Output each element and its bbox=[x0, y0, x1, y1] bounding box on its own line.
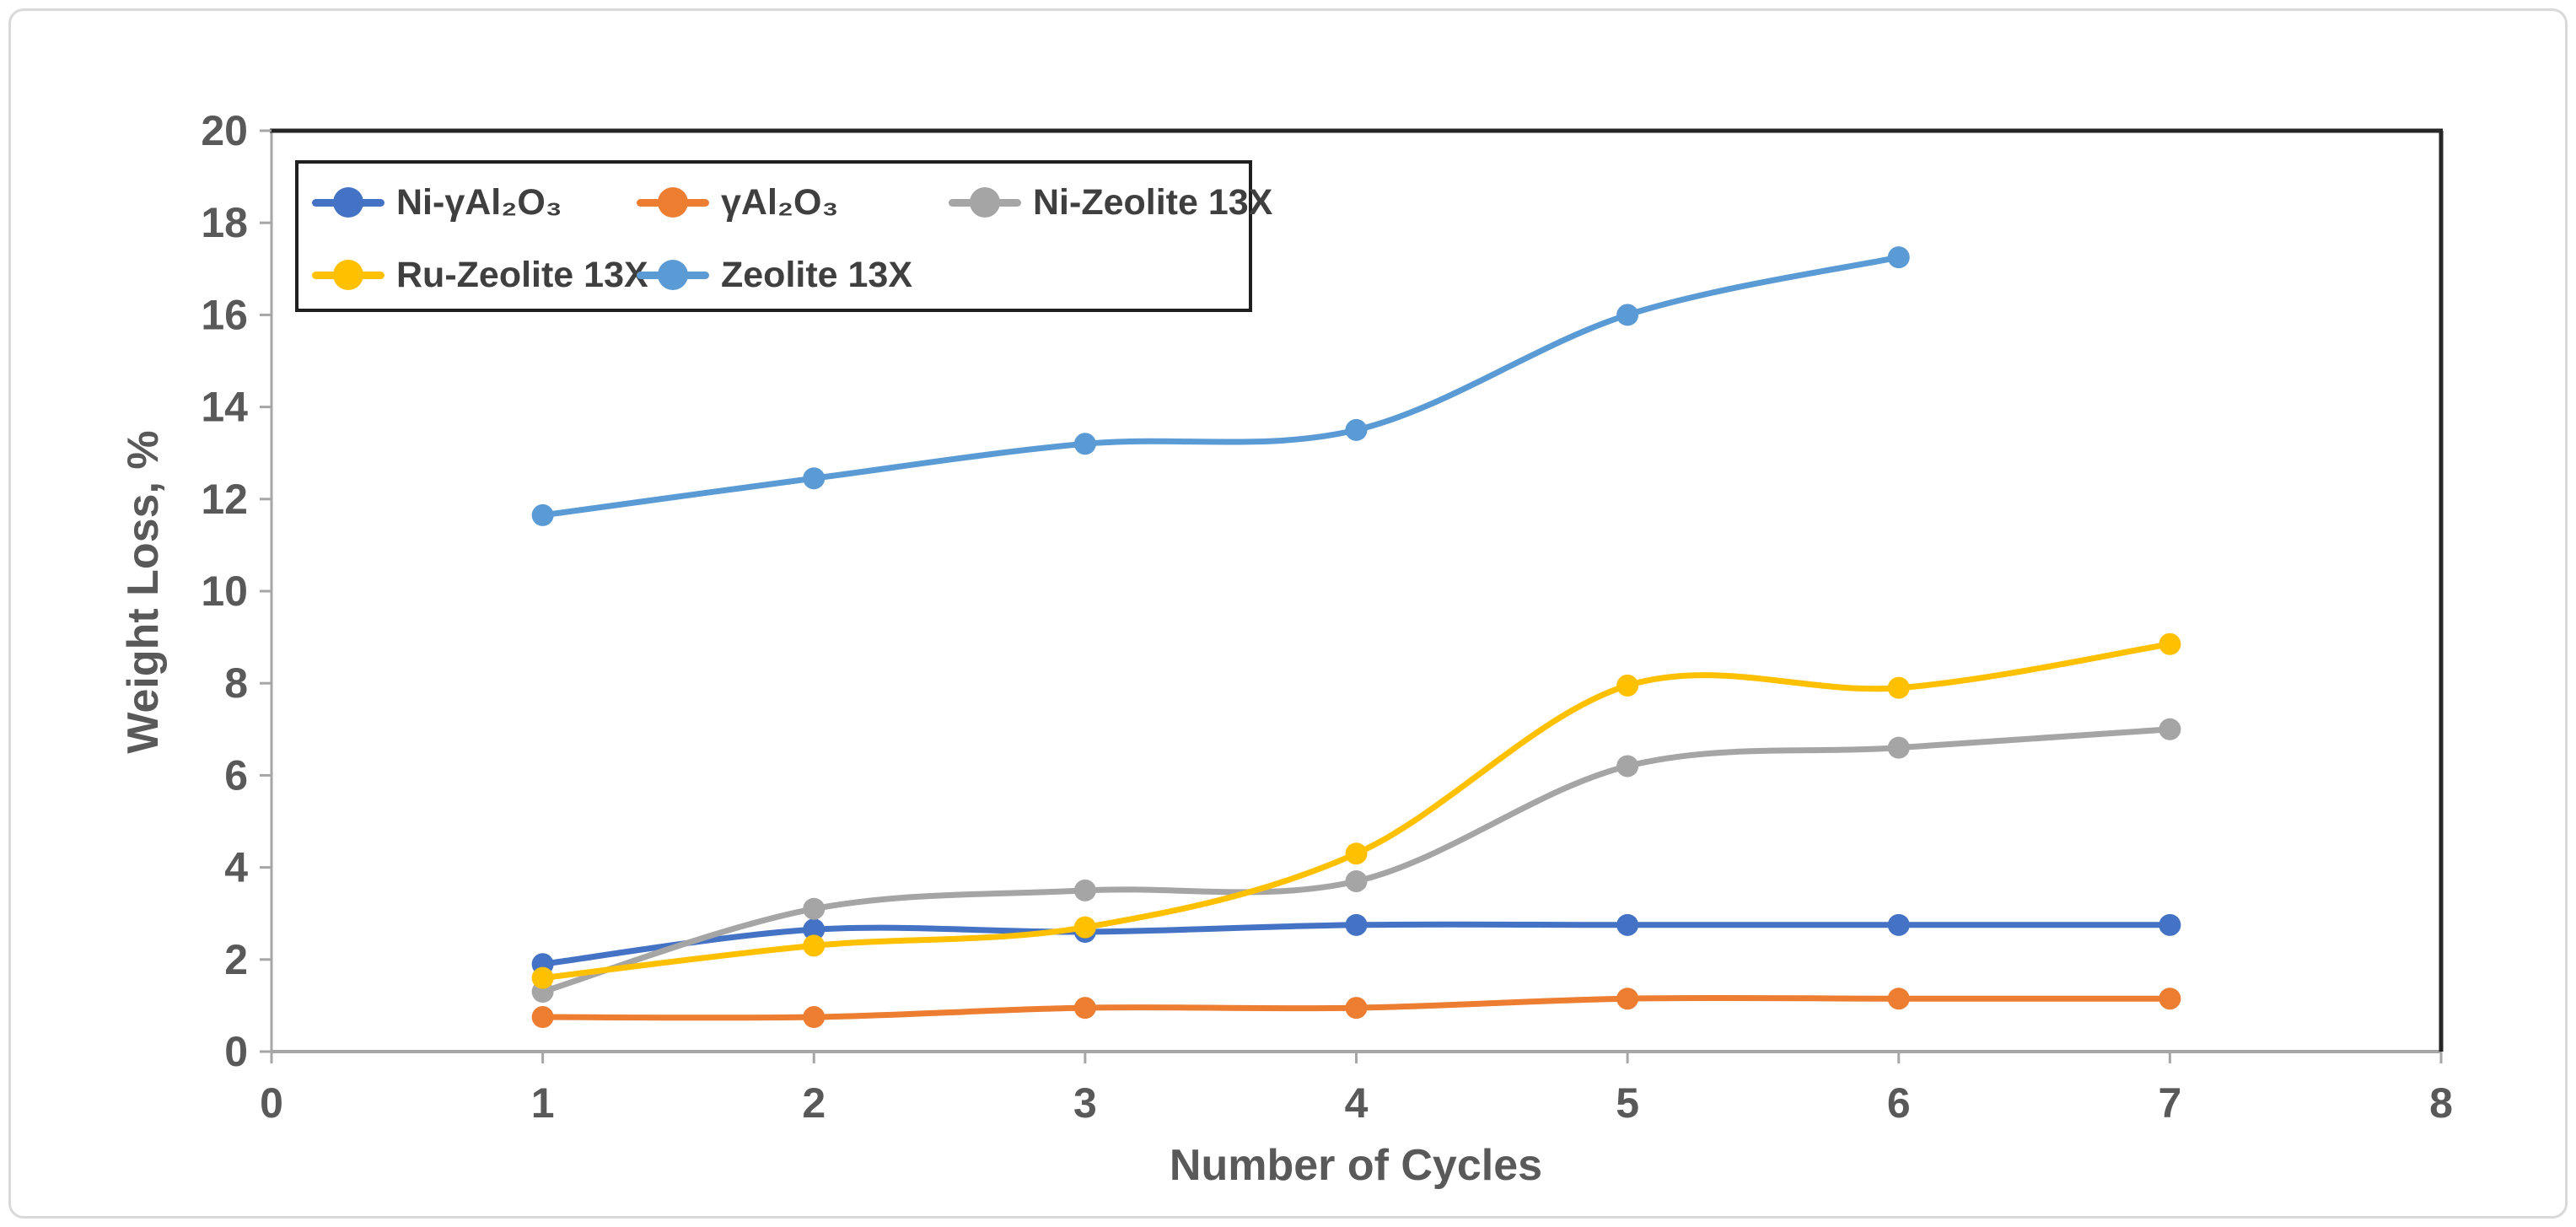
legend-item: Ru-Zeolite 13X bbox=[312, 251, 648, 299]
data-point bbox=[803, 897, 826, 920]
data-point bbox=[803, 918, 826, 941]
data-point bbox=[1887, 676, 1910, 699]
x-tick-label: 2 bbox=[802, 1079, 826, 1127]
data-point bbox=[1345, 913, 1368, 936]
legend-item: γAl₂O₃ bbox=[637, 179, 838, 226]
data-point bbox=[803, 934, 826, 957]
legend-marker-icon bbox=[637, 260, 709, 290]
data-point bbox=[1616, 674, 1639, 697]
data-point bbox=[2159, 913, 2181, 936]
legend-label: γAl₂O₃ bbox=[721, 181, 839, 223]
data-point bbox=[2159, 632, 2181, 655]
legend-label: Ni-γAl₂O₃ bbox=[396, 181, 562, 223]
data-point bbox=[1073, 879, 1096, 901]
data-point bbox=[1616, 755, 1639, 778]
y-tick-label: 12 bbox=[201, 476, 248, 523]
x-tick-label: 5 bbox=[1616, 1079, 1639, 1127]
data-point bbox=[1345, 997, 1368, 1020]
x-tick-label: 1 bbox=[531, 1079, 555, 1127]
legend-label: Ni-Zeolite 13X bbox=[1033, 181, 1273, 223]
legend-item: Ni-γAl₂O₃ bbox=[312, 179, 562, 226]
data-point bbox=[1345, 418, 1368, 441]
y-tick-label: 16 bbox=[201, 291, 248, 338]
legend: Ni-γAl₂O₃ γAl₂O₃ Ni-Zeolite 13X Ru-Zeoli… bbox=[295, 160, 1272, 312]
data-point bbox=[1887, 736, 1910, 759]
legend-marker-icon bbox=[949, 187, 1021, 218]
x-tick-label: 8 bbox=[2429, 1079, 2453, 1127]
data-point bbox=[1345, 842, 1368, 865]
data-point bbox=[1616, 913, 1639, 936]
x-tick-label: 6 bbox=[1887, 1079, 1911, 1127]
x-tick-label: 0 bbox=[260, 1079, 283, 1127]
y-tick-label: 8 bbox=[224, 659, 248, 707]
data-point bbox=[1073, 433, 1096, 455]
data-point bbox=[1616, 304, 1639, 326]
y-tick-label: 20 bbox=[201, 107, 248, 154]
data-point bbox=[1887, 988, 1910, 1010]
y-tick-label: 4 bbox=[224, 844, 248, 891]
legend-label: Zeolite 13X bbox=[721, 254, 913, 295]
x-tick-label: 4 bbox=[1345, 1079, 1369, 1127]
data-point bbox=[2159, 718, 2181, 740]
legend-marker-icon bbox=[312, 187, 385, 218]
legend-marker-icon bbox=[312, 260, 385, 290]
y-tick-label: 10 bbox=[201, 568, 248, 615]
y-tick-label: 2 bbox=[224, 936, 248, 983]
legend-marker-icon bbox=[637, 187, 709, 218]
y-tick-label: 0 bbox=[224, 1028, 248, 1075]
x-tick-label: 7 bbox=[2158, 1079, 2181, 1127]
x-axis-title: Number of Cycles bbox=[1169, 1141, 1543, 1190]
data-point bbox=[1887, 913, 1910, 936]
data-point bbox=[1616, 988, 1639, 1010]
data-point bbox=[1073, 916, 1096, 939]
data-point bbox=[803, 1006, 826, 1029]
y-axis-title: Weight Loss, % bbox=[119, 430, 168, 754]
y-tick-label: 14 bbox=[201, 384, 248, 431]
legend-label: Ru-Zeolite 13X bbox=[396, 254, 648, 295]
data-point bbox=[531, 1006, 554, 1029]
data-point bbox=[1073, 997, 1096, 1020]
y-tick-label: 18 bbox=[201, 199, 248, 246]
x-tick-label: 3 bbox=[1073, 1079, 1097, 1127]
data-point bbox=[531, 503, 554, 526]
data-point bbox=[2159, 988, 2181, 1010]
data-point bbox=[803, 467, 826, 490]
data-point bbox=[1345, 869, 1368, 892]
data-point bbox=[1887, 246, 1910, 269]
y-tick-label: 6 bbox=[224, 751, 248, 799]
legend-item: Zeolite 13X bbox=[637, 251, 912, 299]
legend-item: Ni-Zeolite 13X bbox=[949, 179, 1272, 226]
series-line bbox=[540, 254, 1902, 519]
data-point bbox=[531, 966, 554, 989]
